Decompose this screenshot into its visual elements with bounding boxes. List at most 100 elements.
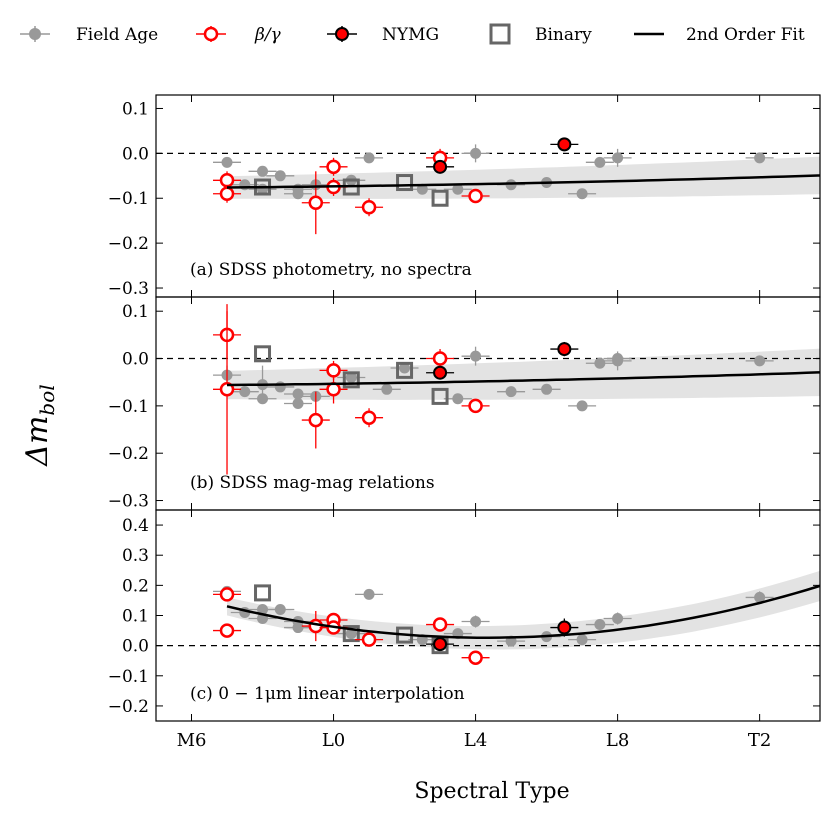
binary-point-2 [396, 361, 414, 379]
field-marker [754, 591, 766, 603]
field-marker [381, 383, 393, 395]
field-marker [576, 188, 588, 200]
panel-1: 0.1 0.0 −0.1 −0.2 −0.3 (b) SDSS mag-mag relat… [108, 296, 821, 512]
fit-line [226, 174, 820, 189]
field-marker [399, 362, 411, 374]
field-marker [754, 152, 766, 164]
field-marker [416, 183, 428, 195]
beta-marker [361, 199, 377, 215]
legend-beta-label: β/γ [254, 25, 282, 45]
y-axis-label-main: Δm [20, 416, 55, 467]
field-marker [345, 628, 357, 640]
field-point-15 [568, 188, 597, 200]
beta-marker [219, 173, 235, 188]
field-marker [363, 152, 375, 164]
nymg-point-1 [550, 618, 579, 637]
beta-marker [432, 351, 448, 366]
field-marker [257, 603, 269, 615]
y-tick-label: 0.3 [122, 546, 149, 566]
y-axis-label: Δmbol [20, 384, 59, 466]
nymg-point-0 [426, 365, 455, 380]
y-tick-label: 0.0 [122, 144, 149, 164]
y-tick-label: 0.0 [122, 350, 149, 370]
binary-point-0 [254, 345, 272, 363]
field-point-16 [585, 156, 614, 168]
field-point-12 [461, 615, 490, 628]
y-axis-label-sub: bol [35, 384, 59, 415]
fit-confidence-band [227, 156, 820, 199]
field-point-4 [266, 603, 295, 615]
beta-point-0 [213, 587, 242, 602]
beta-marker [361, 632, 377, 647]
field-point-10 [390, 362, 419, 374]
field-point-4 [266, 170, 295, 182]
beta-point-7 [461, 188, 490, 204]
beta-marker [361, 410, 377, 425]
beta-point-5 [355, 408, 384, 428]
panel-2: 0.4 0.3 0.2 0.1 0.0 −0.1 −0.2 (c) 0 − 1μm linea… [108, 509, 821, 722]
binary-point-1 [342, 625, 360, 643]
panel-2-content [156, 570, 820, 665]
beta-point-7 [461, 650, 490, 665]
beta-marker [308, 412, 324, 428]
beta-marker [326, 159, 341, 175]
field-point-14 [532, 383, 561, 395]
field-marker [576, 634, 588, 646]
field-marker [257, 393, 269, 405]
beta-marker [326, 363, 341, 378]
field-marker [292, 398, 304, 409]
nymg-point-1 [550, 137, 579, 152]
legend-nymg-label: NYMG [382, 25, 439, 45]
field-marker [612, 355, 624, 367]
nymg-marker [557, 137, 572, 152]
y-tick-label: 0.1 [122, 607, 149, 627]
field-point-17 [603, 612, 632, 625]
field-point-11 [443, 183, 472, 195]
binary-point-2 [396, 174, 414, 192]
field-point-15 [568, 634, 597, 646]
field-point-6 [284, 188, 313, 200]
field-marker [594, 357, 606, 369]
binary-point-3 [431, 387, 449, 405]
y-tick-label: 0.1 [122, 99, 149, 119]
fit-confidence-band [227, 570, 820, 650]
beta-point-1 [213, 304, 242, 475]
field-marker [363, 588, 375, 600]
field-marker [452, 183, 464, 195]
legend: Field Age β/γ NYMG Binary 2nd Order Fit [20, 23, 805, 45]
y-tick-label: −0.3 [108, 492, 149, 512]
fit-confidence-band [227, 348, 820, 400]
beta-point-2 [301, 171, 330, 235]
field-marker [505, 386, 517, 398]
beta-marker [468, 188, 483, 204]
nymg-marker [433, 637, 448, 652]
y-tick-label: −0.2 [108, 444, 149, 464]
field-marker [594, 156, 606, 168]
field-point-9 [372, 383, 401, 395]
legend-binary-marker [489, 23, 511, 45]
beta-point-6 [426, 617, 455, 632]
field-marker [292, 188, 304, 200]
field-marker [505, 179, 517, 191]
panel-0-content [156, 137, 820, 235]
nymg-marker [557, 620, 572, 635]
panel-0: 0.1 0.0 −0.1 −0.2 −0.3 (a) SDSS photometry, n… [108, 94, 821, 299]
panel-1-content [156, 304, 820, 475]
field-point-3 [248, 393, 277, 405]
binary-point-3 [431, 189, 449, 207]
beta-marker [468, 650, 483, 665]
beta-point-7 [461, 398, 490, 414]
x-tick-label: L0 [322, 730, 345, 751]
field-marker [274, 170, 286, 182]
nymg-marker [557, 342, 572, 357]
nymg-point-0 [426, 159, 455, 174]
field-marker [292, 388, 304, 400]
field-point-16 [585, 357, 614, 369]
y-tick-label: 0.1 [122, 302, 149, 322]
field-marker [452, 393, 464, 405]
field-marker [594, 619, 606, 631]
field-marker [612, 613, 624, 625]
field-marker [257, 165, 269, 177]
field-point-18 [745, 152, 774, 164]
y-tick-label: −0.2 [108, 234, 149, 254]
